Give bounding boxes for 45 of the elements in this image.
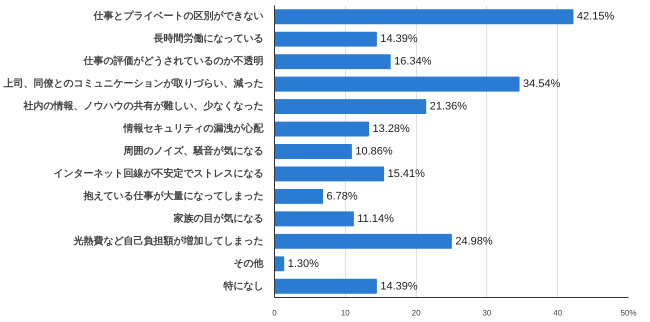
y-tick-label: インターネット回線が不安定でストレスになる bbox=[54, 167, 264, 180]
data-label: 6.78% bbox=[326, 190, 358, 202]
bar bbox=[274, 54, 391, 70]
y-tick-label: 周囲のノイズ、騒音が気になる bbox=[122, 145, 264, 157]
bar bbox=[274, 122, 370, 136]
data-label: 24.98% bbox=[455, 235, 493, 248]
x-tick-label: 20 bbox=[412, 308, 422, 318]
y-tick-label: 仕事とプライベートの区別ができない bbox=[92, 10, 264, 22]
x-tick-label: 0 bbox=[272, 308, 278, 318]
y-tick-label: 上司、同僚とのコミュニケーションが取りづらい、減った bbox=[2, 78, 264, 90]
data-label: 15.41% bbox=[388, 168, 426, 180]
y-tick-label: 特になし bbox=[222, 280, 264, 292]
data-label: 14.39% bbox=[380, 280, 418, 292]
y-tick-label: 抱えている仕事が大量になってしまった bbox=[82, 190, 264, 202]
y-tick-label: 家族の目が気になる bbox=[172, 212, 264, 224]
data-label: 11.14% bbox=[357, 212, 394, 225]
bar bbox=[274, 32, 377, 47]
bar bbox=[274, 188, 323, 204]
x-tick-label: 30 bbox=[482, 308, 492, 318]
bar bbox=[274, 278, 377, 294]
y-tick-label: 仕事の評価がどうされているのか不透明 bbox=[82, 55, 264, 68]
bar bbox=[274, 76, 520, 92]
bar bbox=[274, 166, 384, 182]
data-label: 13.28% bbox=[372, 123, 410, 136]
bar bbox=[274, 99, 426, 114]
data-label: 10.86% bbox=[355, 146, 393, 158]
x-tick-label: 10 bbox=[340, 308, 350, 318]
x-tick-label: 40 bbox=[553, 308, 563, 318]
bar bbox=[274, 256, 284, 272]
data-label: 14.39% bbox=[380, 33, 418, 46]
data-label: 42.15% bbox=[576, 10, 614, 23]
y-tick-label: 社内の情報、ノウハウの共有が難しい、少なくなった bbox=[22, 100, 264, 112]
y-tick-label: その他 bbox=[234, 257, 264, 270]
bar bbox=[274, 211, 354, 226]
data-label: 34.54% bbox=[523, 78, 561, 90]
data-label: 1.30% bbox=[288, 258, 320, 270]
x-tick-label: 50% bbox=[620, 308, 637, 318]
y-tick-label: 光熱費など自己負担額が増加してしまった bbox=[72, 234, 264, 247]
y-tick-label: 情報セキュリティの漏洩が心配 bbox=[122, 122, 264, 135]
bar bbox=[274, 9, 574, 24]
bar bbox=[274, 234, 452, 249]
y-tick-label: 長時間労働になっている bbox=[152, 32, 264, 45]
data-label: 21.36% bbox=[430, 100, 468, 113]
data-label: 16.34% bbox=[394, 56, 432, 68]
bar bbox=[274, 144, 352, 159]
